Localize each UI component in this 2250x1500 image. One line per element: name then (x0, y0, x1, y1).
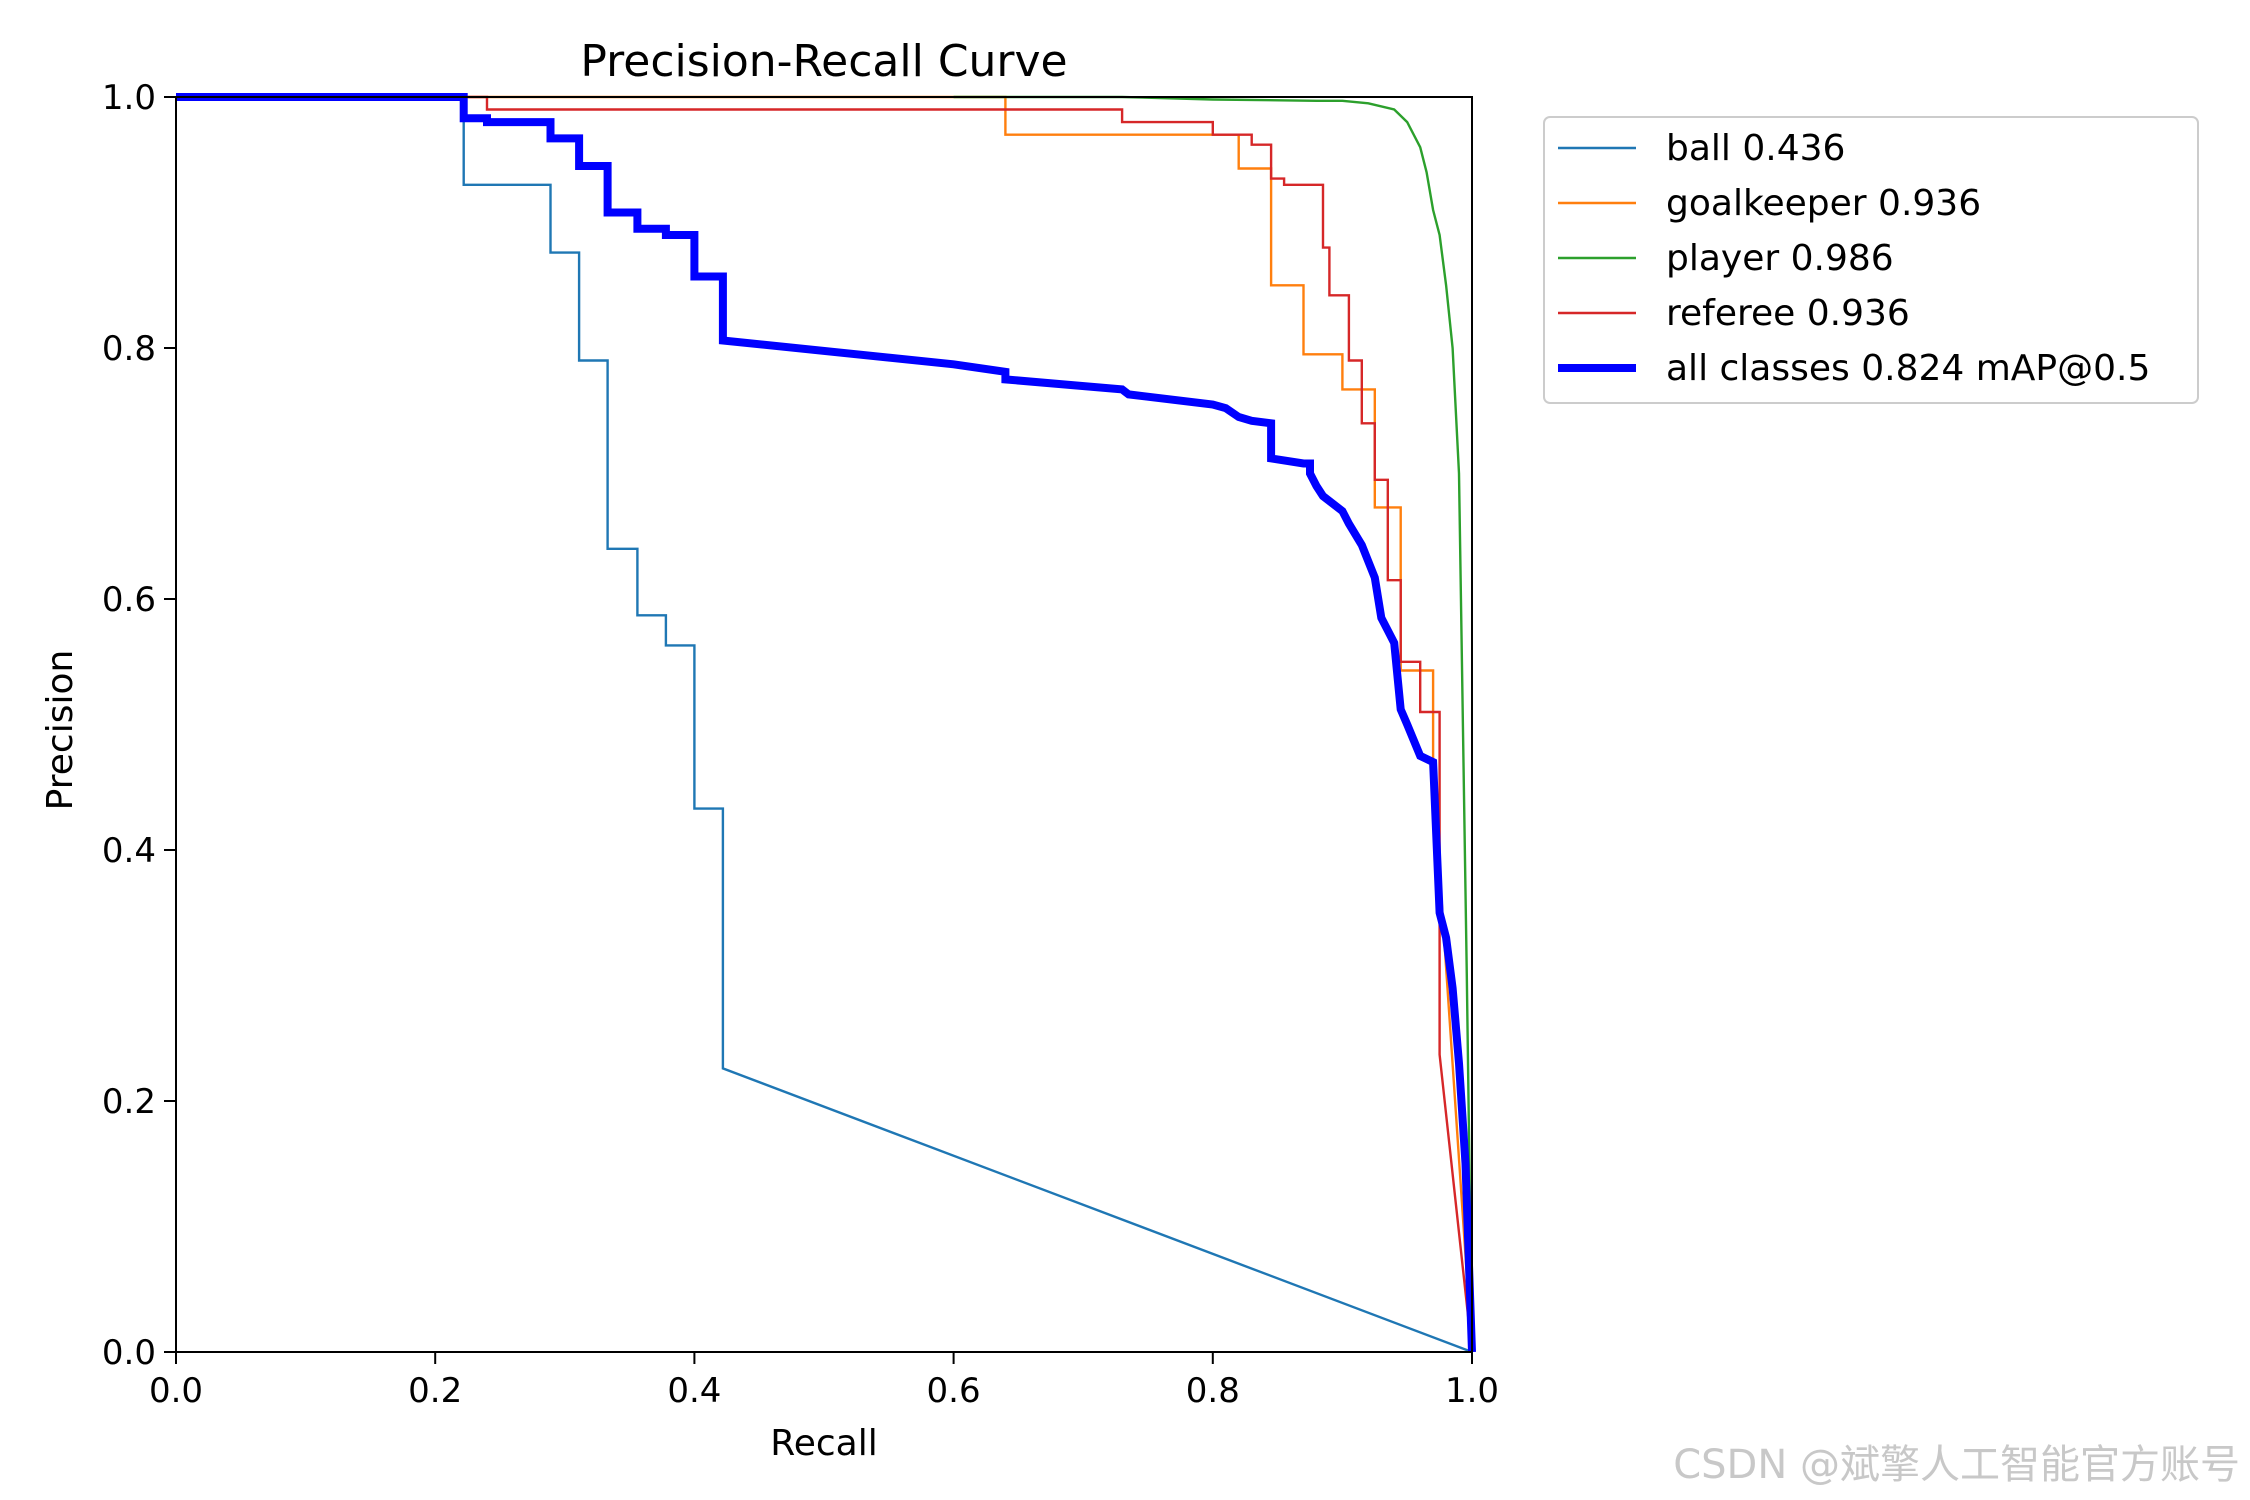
y-tick-label: 0.2 (102, 1082, 156, 1122)
x-tick-label: 0.6 (927, 1371, 981, 1411)
y-tick-label: 0.4 (102, 831, 156, 871)
y-tick-label: 1.0 (102, 78, 156, 118)
series-layer (176, 93, 1476, 1354)
series-line-1 (176, 95, 1474, 1353)
x-tick-label: 0.0 (149, 1371, 203, 1411)
x-axis: 0.0 0.2 0.4 0.6 0.8 1.0 (149, 1352, 1499, 1411)
x-tick-label: 0.8 (1186, 1371, 1240, 1411)
legend-label: referee 0.936 (1666, 293, 1910, 334)
legend-label: ball 0.436 (1666, 128, 1845, 169)
y-axis: 0.0 0.2 0.4 0.6 0.8 1.0 (102, 78, 176, 1373)
legend-label: all classes 0.824 mAP@0.5 (1666, 348, 2150, 389)
legend-box (1543, 116, 2199, 404)
x-tick-label: 0.4 (667, 1371, 721, 1411)
y-tick-label: 0.6 (102, 580, 156, 620)
series-line-4 (176, 93, 1476, 1353)
series-line-3 (176, 95, 1474, 1353)
y-tick-label: 0.8 (102, 329, 156, 369)
x-axis-label: Recall (770, 1423, 877, 1464)
x-tick-label: 1.0 (1445, 1371, 1499, 1411)
y-axis-label: Precision (40, 650, 81, 811)
series-line-0 (176, 95, 1473, 1354)
legend-label: player 0.986 (1666, 238, 1894, 279)
plot-area (175, 93, 1476, 1354)
watermark: CSDN @斌擎人工智能官方账号 (1673, 1442, 2240, 1488)
y-tick-label: 0.0 (102, 1333, 156, 1373)
x-tick-label: 0.2 (408, 1371, 462, 1411)
chart-title: Precision-Recall Curve (580, 36, 1067, 87)
legend-label: goalkeeper 0.936 (1666, 183, 1981, 224)
legend: ball 0.436 goalkeeper 0.936 player 0.986 re… (1543, 116, 2199, 404)
series-line-2 (953, 95, 1474, 1353)
axes-frame (175, 96, 1473, 1353)
